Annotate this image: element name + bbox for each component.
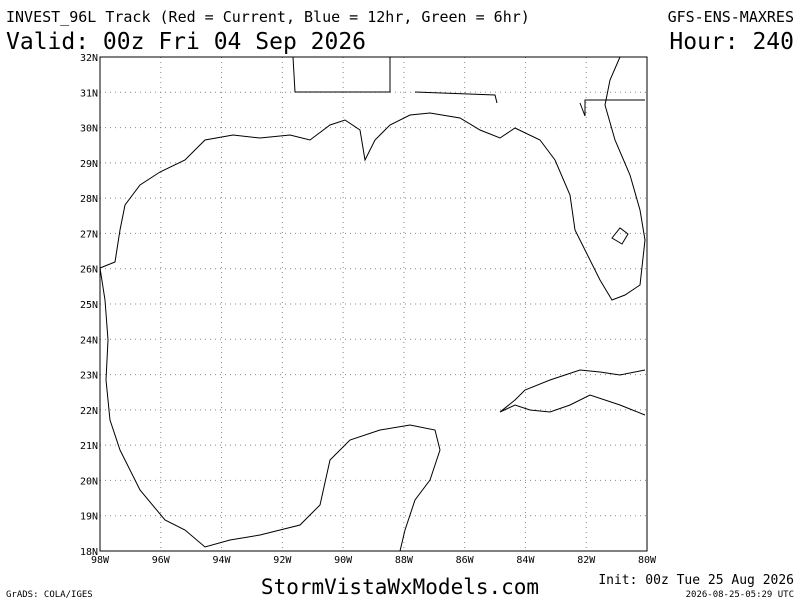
cuba xyxy=(499,369,646,416)
lake-okeechobee xyxy=(611,227,629,245)
graticule xyxy=(100,57,647,551)
lat-label: 20N xyxy=(80,476,98,487)
credit: GrADS: COLA/IGES xyxy=(6,590,93,600)
borders xyxy=(292,56,645,117)
lat-label: 19N xyxy=(80,512,98,523)
model: GFS-ENS-MAXRES xyxy=(668,8,794,26)
lon-label: 84W xyxy=(516,555,535,566)
lon-label: 90W xyxy=(334,555,353,566)
lon-label: 98W xyxy=(91,555,110,566)
gulf-coast xyxy=(99,56,646,301)
lat-label: 27N xyxy=(80,229,98,240)
lon-label: 92W xyxy=(273,555,292,566)
valid-time: Valid: 00z Fri 04 Sep 2026 xyxy=(6,29,366,55)
lat-label: 26N xyxy=(80,265,98,276)
lon-label: 88W xyxy=(395,555,414,566)
lon-label: 96W xyxy=(152,555,171,566)
lon-label: 94W xyxy=(213,555,232,566)
lat-label: 24N xyxy=(80,335,98,346)
lat-label: 32N xyxy=(80,53,98,64)
lat-label: 18N xyxy=(80,547,98,558)
lon-label: 86W xyxy=(456,555,475,566)
init-time: Init: 00z Tue 25 Aug 2026 xyxy=(598,573,794,588)
lat-label: 28N xyxy=(80,194,98,205)
lat-label: 23N xyxy=(80,371,98,382)
lat-label: 30N xyxy=(80,124,98,135)
lat-label: 21N xyxy=(80,441,98,452)
lat-label: 31N xyxy=(80,88,98,99)
lon-label: 80W xyxy=(638,555,657,566)
mexico-coast xyxy=(99,267,441,552)
forecast-hour: Hour: 240 xyxy=(669,29,794,55)
title: INVEST_96L Track (Red = Current, Blue = … xyxy=(6,8,530,26)
lat-label: 29N xyxy=(80,159,98,170)
lat-label: 25N xyxy=(80,300,98,311)
lon-label: 82W xyxy=(577,555,596,566)
timestamp: 2026-08-25-05:29 UTC xyxy=(686,590,794,600)
site: StormVistaWxModels.com xyxy=(261,575,539,599)
map-frame xyxy=(99,56,648,552)
lat-label: 22N xyxy=(80,406,98,417)
coastline xyxy=(99,56,646,552)
